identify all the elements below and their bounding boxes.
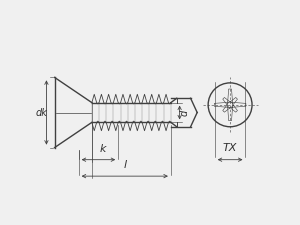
Text: TX: TX: [223, 143, 237, 153]
Text: l: l: [123, 160, 126, 170]
Text: k: k: [100, 144, 106, 154]
Text: d: d: [179, 109, 190, 116]
Text: dk: dk: [36, 108, 47, 117]
